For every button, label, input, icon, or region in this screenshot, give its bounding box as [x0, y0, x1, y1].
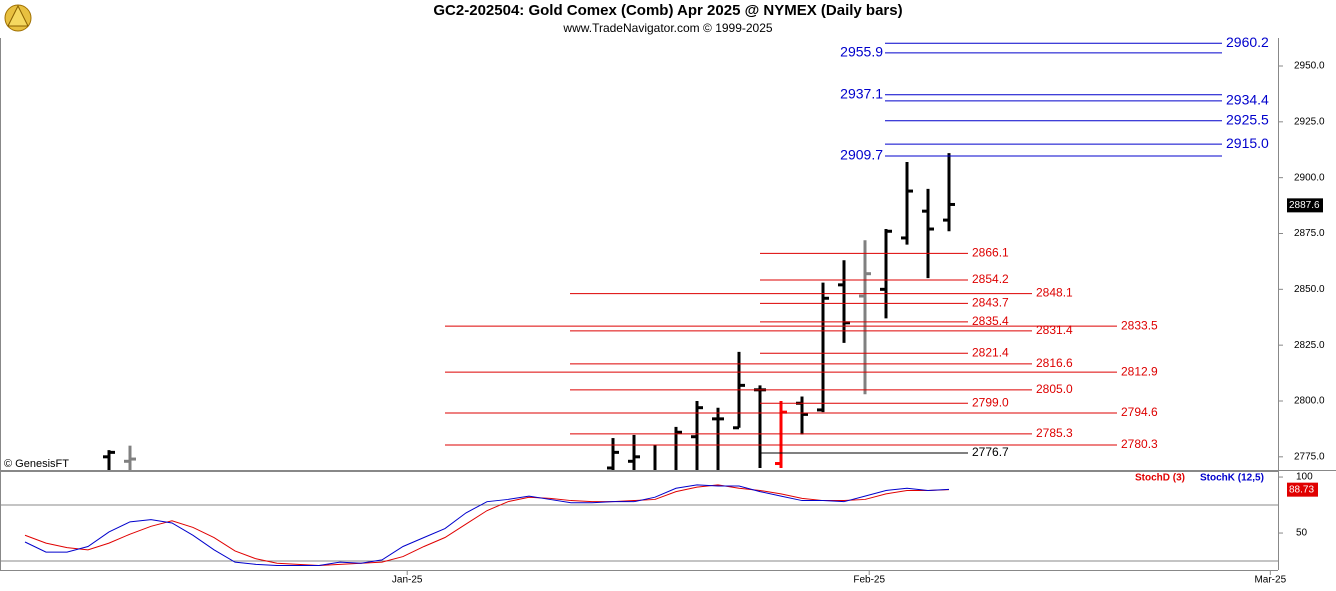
stoch-line: [24, 484, 950, 567]
level-label: 2816.6: [1036, 356, 1073, 370]
level-label: 2915.0: [1226, 135, 1269, 151]
last-value-box: [1287, 482, 1318, 497]
stoch-pane: [24, 484, 950, 567]
legend-label: StochD (3): [1135, 473, 1185, 484]
last-price-box: [1287, 198, 1323, 213]
level-label: 2805.0: [1036, 382, 1073, 396]
level-label: 2854.2: [972, 272, 1009, 286]
y-tick-label: 2850.0: [1294, 284, 1325, 295]
logo: [4, 4, 32, 32]
source: © GenesisFT: [4, 458, 69, 470]
chart-subtitle: www.TradeNavigator.com © 1999-2025: [562, 21, 772, 35]
level-label: 2925.5: [1226, 111, 1269, 127]
x-tick-label: Feb-25: [853, 575, 885, 586]
legend-label: StochK (12,5): [1200, 473, 1264, 484]
level-label: 2835.4: [972, 314, 1009, 328]
y-tick-label: 2775.0: [1294, 451, 1325, 462]
level-label: 2934.4: [1226, 92, 1269, 108]
y-tick-label: 2825.0: [1294, 340, 1325, 351]
level-label: 2812.9: [1121, 364, 1158, 378]
level-label: 2848.1: [1036, 286, 1073, 300]
level-label: 2776.7: [972, 445, 1009, 459]
x-tick-label: Mar-25: [1254, 575, 1286, 586]
level-label: 2833.5: [1121, 318, 1158, 332]
level-label: 2821.4: [972, 345, 1009, 359]
level-label: 2955.9: [840, 44, 883, 60]
y-tick-label: 2900.0: [1294, 172, 1325, 183]
level-label: 2794.6: [1121, 405, 1158, 419]
level-label: 2960.2: [1226, 34, 1269, 50]
last-value-label: 88.73: [1289, 484, 1314, 495]
stoch-line: [24, 484, 950, 567]
y-tick-label: 2800.0: [1294, 396, 1325, 407]
level-label: 2866.1: [972, 246, 1009, 260]
y-tick-label: 50: [1296, 528, 1308, 539]
level-label: 2937.1: [840, 86, 883, 102]
level-label: 2909.7: [840, 147, 883, 163]
level-label: 2780.3: [1121, 437, 1158, 451]
y-tick-label: 2875.0: [1294, 228, 1325, 239]
price-pane: [103, 153, 955, 470]
last-price-label: 2887.6: [1289, 200, 1320, 211]
x-tick-label: Jan-25: [392, 575, 423, 586]
chart-title: GC2-202504: Gold Comex (Comb) Apr 2025 @…: [433, 2, 902, 19]
y-tick-label: 2950.0: [1294, 61, 1325, 72]
y-tick-label: 100: [1296, 472, 1313, 483]
level-label: 2785.3: [1036, 426, 1073, 440]
level-label: 2831.4: [1036, 323, 1073, 337]
y-tick-label: 2925.0: [1294, 116, 1325, 127]
level-label: 2799.0: [972, 395, 1009, 409]
level-label: 2843.7: [972, 296, 1009, 310]
